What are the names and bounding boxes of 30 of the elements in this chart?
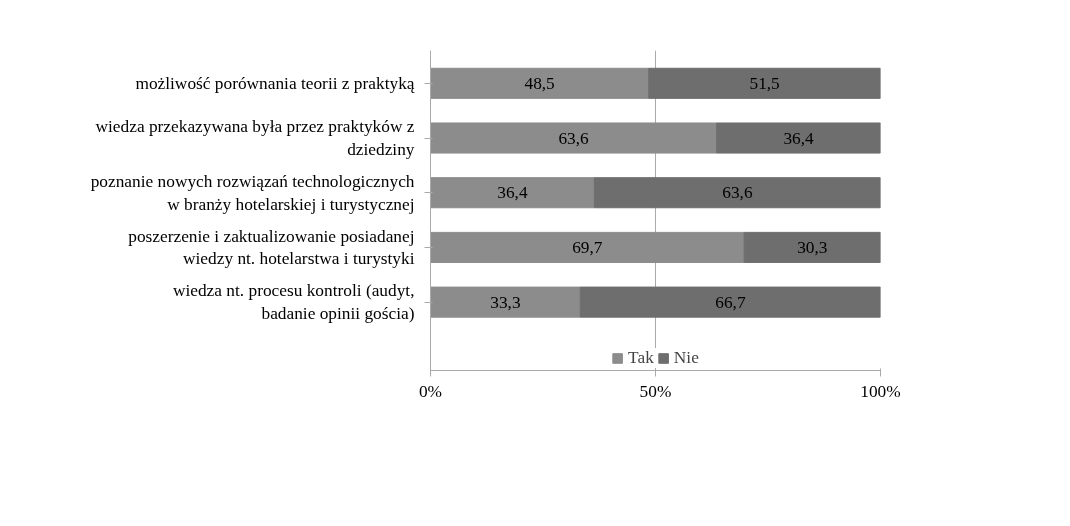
data-label: 36,4 [497,183,528,203]
y-tick-label: możliwość porównania teorii z praktyką [135,73,415,93]
data-label: 51,5 [749,73,780,93]
bar [716,122,881,154]
y-tick-label: poszerzenie i zaktualizowanie posiadanej wiedzy nt. hotelarstwa i turystyki [128,226,415,269]
y-tick-label: poznanie nowych rozwiązań technologicznych w branży hotelarskiej i turystycznej [90,171,415,214]
bar [593,177,881,209]
x-tick-label: 100% [860,381,901,401]
legend-label: Tak [628,348,654,368]
x-tick-label: 0% [418,381,443,401]
data-label: 69,7 [572,237,603,257]
data-label: 66,7 [715,292,746,312]
bar [743,231,881,263]
x-tick-label: 50% [639,381,672,401]
y-tick-label: wiedza przekazywana była przez praktyków z dziedziny [95,117,415,159]
data-label: 63,6 [558,128,590,148]
bar [430,67,650,99]
bar [430,231,745,263]
bar [430,177,595,209]
data-label: 30,3 [797,237,828,257]
bar [430,122,718,154]
legend-label: Nie [673,348,699,368]
data-label: 36,4 [783,128,815,148]
data-label: 33,3 [490,292,521,312]
data-label: 63,6 [722,183,753,203]
y-tick-label: wiedza nt. procesu kontroli (audyt, badanie opinii gościa) [172,281,415,324]
bar [430,286,581,318]
data-label: 48,5 [524,73,555,93]
bar [648,67,881,99]
bar [579,286,881,318]
